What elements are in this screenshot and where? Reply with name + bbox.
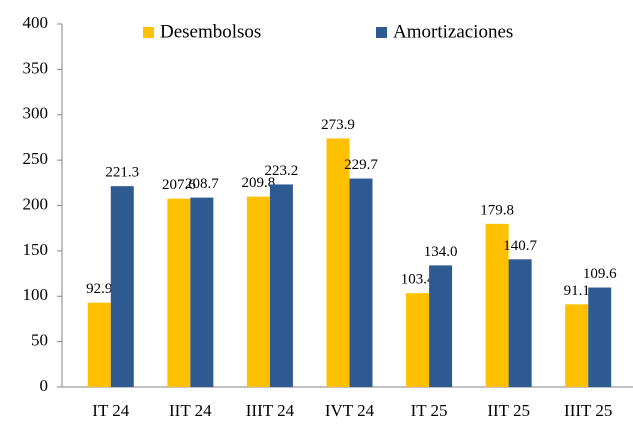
value-label: 221.3 xyxy=(105,165,139,181)
y-tick-label: 400 xyxy=(23,13,49,32)
value-label: 223.2 xyxy=(265,163,299,179)
y-tick-label: 150 xyxy=(23,240,49,259)
value-label: 229.7 xyxy=(344,157,378,173)
bar xyxy=(246,196,270,387)
bar xyxy=(485,223,509,387)
value-label: 140.7 xyxy=(503,238,537,254)
bar xyxy=(429,265,453,387)
x-tick-label: IIIT 24 xyxy=(246,401,295,420)
value-label: 134.0 xyxy=(424,244,458,260)
x-tick-label: IT 25 xyxy=(411,401,448,420)
y-tick-label: 300 xyxy=(23,104,49,123)
value-label: 109.6 xyxy=(583,266,617,282)
x-tick-label: IIT 24 xyxy=(169,401,212,420)
x-tick-label: IVT 24 xyxy=(325,401,375,420)
legend-swatch xyxy=(376,27,387,38)
bar xyxy=(269,184,293,387)
y-tick-label: 50 xyxy=(31,331,48,350)
value-label: 208.7 xyxy=(185,176,219,192)
value-label: 207.6 xyxy=(162,177,196,193)
bar xyxy=(190,197,214,387)
value-label: 179.8 xyxy=(480,202,514,218)
bar xyxy=(110,186,134,387)
bar xyxy=(167,198,191,387)
bar xyxy=(406,293,430,387)
value-label: 91.1 xyxy=(564,283,590,299)
y-tick-label: 100 xyxy=(23,285,49,304)
bar xyxy=(565,304,589,387)
value-label: 209.8 xyxy=(242,175,276,191)
bar xyxy=(349,178,373,387)
x-tick-label: IIT 25 xyxy=(487,401,530,420)
value-label: 92.9 xyxy=(86,281,112,297)
legend-label: Desembolsos xyxy=(160,21,261,42)
value-label: 103.4 xyxy=(401,272,435,288)
y-tick-label: 0 xyxy=(40,376,49,395)
y-tick-label: 250 xyxy=(23,149,49,168)
bar xyxy=(87,302,111,387)
x-tick-label: IIIT 25 xyxy=(564,401,612,420)
y-tick-label: 350 xyxy=(23,58,49,77)
bar xyxy=(508,259,532,387)
legend-swatch xyxy=(143,27,154,38)
value-label: 273.9 xyxy=(321,117,355,133)
bar xyxy=(326,138,350,387)
x-tick-label: IT 24 xyxy=(92,401,129,420)
bar xyxy=(588,287,612,387)
legend-label: Amortizaciones xyxy=(393,21,513,42)
y-tick-label: 200 xyxy=(23,194,49,213)
